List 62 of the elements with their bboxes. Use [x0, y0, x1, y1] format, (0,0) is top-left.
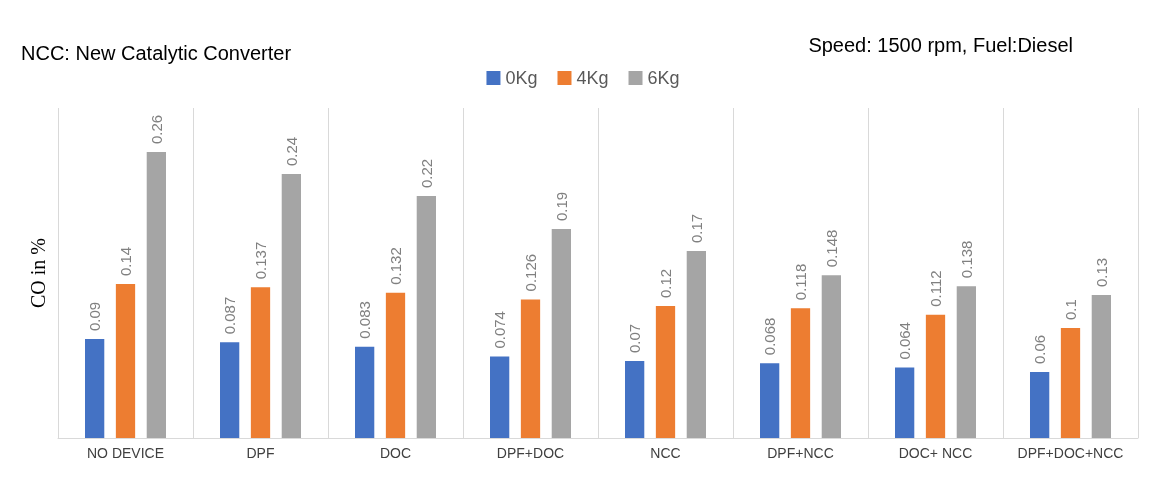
bar: [1091, 295, 1111, 438]
x-tick-label: DOC: [379, 445, 412, 461]
data-label: 0.22: [417, 158, 435, 188]
bar: [925, 314, 946, 438]
data-label: 0.068: [761, 317, 779, 356]
bar: [790, 308, 811, 438]
legend-label: 6Kg: [647, 68, 680, 88]
data-label: 0.09: [86, 301, 104, 331]
data-label: 0.19: [552, 191, 570, 221]
bar: [115, 284, 136, 438]
data-label: 0.137: [252, 241, 269, 280]
data-label: 0.118: [792, 263, 809, 301]
data-label: 0.138: [957, 240, 975, 279]
bar: [520, 299, 541, 438]
bar: [220, 342, 240, 438]
data-label: 0.12: [657, 268, 674, 298]
data-label: 0.06: [1031, 334, 1049, 364]
chart-title: NCC: New Catalytic Converter: [21, 42, 292, 64]
data-label: 0.087: [221, 296, 239, 335]
bar: [956, 286, 976, 438]
x-tick-label: DPF+DOC+NCC: [1017, 445, 1124, 461]
data-label: 0.126: [522, 253, 539, 292]
legend-label: 4Kg: [576, 68, 609, 88]
bar: [490, 356, 510, 438]
x-tick-label: DPF+NCC: [767, 445, 834, 461]
data-label: 0.074: [491, 311, 509, 349]
bar: [250, 287, 271, 438]
data-label: 0.083: [356, 301, 374, 339]
chart-subtitle: Speed: 1500 rpm, Fuel:Diesel: [808, 34, 1073, 56]
data-label: 0.17: [687, 213, 705, 243]
data-label: 0.132: [387, 247, 404, 285]
data-label: 0.24: [282, 136, 300, 166]
bar: [1030, 372, 1050, 438]
x-tick-label: DPF: [246, 445, 275, 461]
bar: [551, 229, 571, 438]
data-label: 0.07: [626, 323, 644, 353]
bar: [686, 251, 706, 438]
bar: [655, 306, 676, 438]
legend-label: 0Kg: [505, 68, 538, 88]
bar: [821, 275, 841, 438]
data-label: 0.148: [822, 229, 840, 268]
bar: [355, 346, 375, 438]
x-tick-label: NO DEVICE: [86, 445, 165, 461]
data-label: 0.14: [117, 246, 134, 276]
bar: [416, 196, 436, 438]
bar: [1060, 328, 1081, 438]
x-tick-label: DOC+ NCC: [898, 445, 973, 461]
bar: [625, 361, 645, 438]
x-tick-label: DPF+DOC: [496, 445, 565, 461]
data-label: 0.112: [927, 270, 944, 307]
data-label: 0.064: [896, 322, 914, 360]
x-tick-label: NCC: [650, 445, 681, 461]
bar: [146, 152, 166, 438]
data-label: 0.26: [147, 114, 165, 144]
bar: [85, 339, 105, 438]
bar: [281, 174, 301, 438]
bar: [895, 367, 915, 438]
y-axis-title: CO in %: [27, 238, 49, 308]
data-label: 0.13: [1092, 257, 1110, 287]
bar: [760, 363, 780, 438]
bar: [385, 292, 406, 438]
data-label: 0.1: [1062, 299, 1079, 320]
